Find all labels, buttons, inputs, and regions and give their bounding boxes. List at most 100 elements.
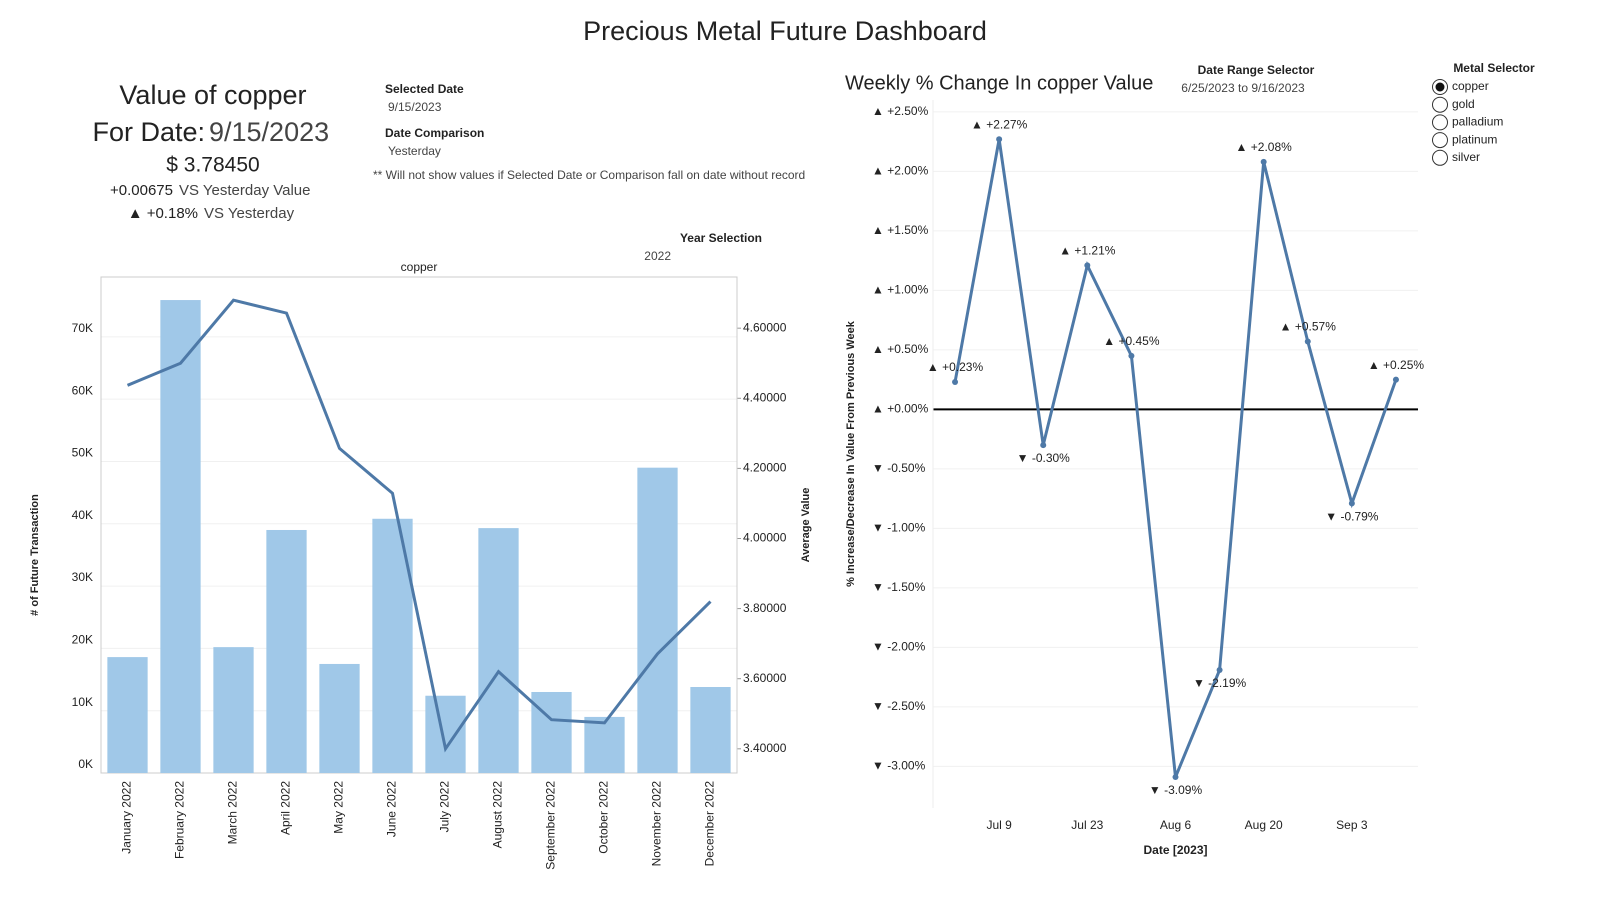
point <box>1040 442 1047 449</box>
bar <box>213 647 254 773</box>
y-tick-label: ▼ -1.00% <box>872 521 926 535</box>
radio-label[interactable]: palladium <box>1452 115 1503 129</box>
y2-tick-label: 3.80000 <box>743 601 787 615</box>
pct-note: VS Yesterday <box>204 205 295 222</box>
y-tick-label: 40K <box>72 508 93 522</box>
change-note: VS Yesterday Value <box>179 182 310 199</box>
chart-title: copper <box>401 260 438 274</box>
x-tick-label: September 2022 <box>544 781 558 870</box>
x-axis-label: Date [2023] <box>1143 843 1207 857</box>
x-tick-label: April 2022 <box>279 781 293 835</box>
pct-change: ▲ +0.18% <box>128 205 198 222</box>
x-tick-label: June 2022 <box>385 781 399 837</box>
filter-value[interactable]: Yesterday <box>388 144 441 158</box>
x-tick-label: March 2022 <box>226 781 240 845</box>
radio-button[interactable] <box>1432 149 1448 166</box>
y2-tick-label: 4.20000 <box>743 461 787 475</box>
metal-selector: copper gold palladium platinum silver <box>1432 79 1503 166</box>
x-tick-label: November 2022 <box>650 781 664 867</box>
value-label: ▼ -2.19% <box>1193 676 1247 690</box>
x-tick-label: July 2022 <box>438 781 452 833</box>
y-tick-label: ▼ -2.50% <box>872 699 926 713</box>
bar <box>425 695 466 773</box>
date-label: For Date: <box>92 117 205 147</box>
y-tick-label: 70K <box>72 321 93 335</box>
y-tick-label: ▲ +0.50% <box>872 342 929 356</box>
value-label: ▲ +2.27% <box>971 117 1028 131</box>
point <box>1216 666 1223 673</box>
y-tick-label: 10K <box>72 695 93 709</box>
bar <box>531 691 572 773</box>
plot-frame <box>100 276 738 774</box>
bar <box>637 467 678 773</box>
y2-tick-label: 4.00000 <box>743 531 787 545</box>
radio-button[interactable] <box>1432 96 1448 113</box>
value-label: ▲ +0.23% <box>927 360 984 374</box>
filter-label: Metal Selector <box>1453 61 1535 75</box>
x-tick-label: May 2022 <box>332 781 346 834</box>
x-tick-label: Jul 9 <box>986 818 1012 832</box>
y2-axis-label: Average Value <box>800 488 812 563</box>
filter-label: Year Selection <box>680 231 762 245</box>
x-tick-label: Sep 3 <box>1336 818 1368 832</box>
value-label: ▲ +2.08% <box>1236 140 1293 154</box>
radio-label[interactable]: silver <box>1452 150 1480 164</box>
y-axis-label: # of Future Transaction <box>29 494 41 616</box>
y-tick-label: 0K <box>78 757 93 771</box>
radio-label[interactable]: platinum <box>1452 132 1497 146</box>
filter-value[interactable]: 2022 <box>644 249 671 263</box>
y-tick-label: 50K <box>72 446 93 460</box>
filter-value[interactable]: 9/15/2023 <box>388 100 442 114</box>
bar <box>584 716 625 773</box>
y2-tick-label: 4.60000 <box>743 320 787 334</box>
y-tick-label: ▼ -3.00% <box>872 759 926 773</box>
metal-value: $ 3.78450 <box>166 154 259 177</box>
filter-label: Date Range Selector <box>1198 63 1315 77</box>
y-tick-label: ▲ +1.00% <box>872 283 929 297</box>
radio-dot[interactable] <box>1435 82 1445 92</box>
value-label: ▼ -0.30% <box>1017 451 1071 465</box>
x-tick-label: January 2022 <box>120 781 134 854</box>
y-tick-label: ▲ +0.00% <box>872 402 929 416</box>
y2-tick-label: 3.60000 <box>743 671 787 685</box>
point <box>1392 376 1399 383</box>
x-tick-label: Aug 6 <box>1160 818 1192 832</box>
y-tick-label: 60K <box>72 383 93 397</box>
charts: copper 0K 10K 20K 30K 40K 50K 60K 70K 3.40000 3.60… <box>29 72 1424 869</box>
y2-tick-label: 3.40000 <box>743 741 787 755</box>
y-tick-label: ▲ +2.00% <box>872 164 929 178</box>
point <box>1128 352 1135 359</box>
bar <box>690 687 731 773</box>
y-axis-label: % Increase/Decrease In Value From Previo… <box>845 320 857 587</box>
y-tick-label: ▼ -2.00% <box>872 640 926 654</box>
value-heading: Value of copper <box>119 80 306 110</box>
bar <box>107 657 148 773</box>
y-tick-label: ▲ +1.50% <box>872 223 929 237</box>
radio-label[interactable]: gold <box>1452 97 1475 111</box>
radio-button[interactable] <box>1432 132 1448 149</box>
dashboard-title: Precious Metal Future Dashboard <box>583 16 987 46</box>
bar <box>266 529 307 773</box>
bar <box>319 663 360 773</box>
point <box>1172 774 1179 781</box>
line <box>126 298 712 753</box>
value-label: ▼ -3.09% <box>1149 783 1203 797</box>
point <box>1084 262 1091 269</box>
bar <box>160 300 201 773</box>
change: +0.00675 <box>110 182 173 199</box>
value-label: ▲ +1.21% <box>1059 244 1116 258</box>
value-label: ▼ -0.79% <box>1325 510 1379 524</box>
value-label: ▲ +0.57% <box>1280 320 1337 334</box>
point <box>1260 158 1267 165</box>
x-tick-label: Jul 23 <box>1071 818 1103 832</box>
filter-value[interactable]: 6/25/2023 to 9/16/2023 <box>1181 81 1305 95</box>
radio-label[interactable]: copper <box>1452 79 1489 93</box>
point <box>996 136 1003 143</box>
x-tick-label: Aug 20 <box>1245 818 1283 832</box>
y-tick-label: ▲ +2.50% <box>872 104 929 118</box>
x-tick-label: August 2022 <box>491 781 505 849</box>
y2-tick-label: 4.40000 <box>743 390 787 404</box>
date-value: 9/15/2023 <box>209 117 329 147</box>
radio-button[interactable] <box>1432 114 1448 131</box>
